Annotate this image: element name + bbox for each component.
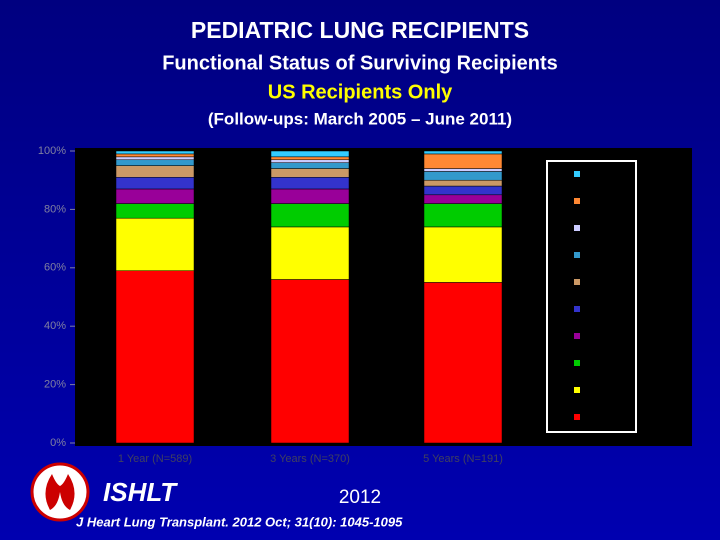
- bar-segment: [115, 217, 195, 271]
- bar-segment: [270, 203, 350, 228]
- logo-text: ISHLT: [103, 477, 178, 507]
- bar-segment: [270, 188, 350, 204]
- bar-segment: [270, 162, 350, 169]
- year: 2012: [339, 487, 381, 508]
- bar-segment: [423, 171, 503, 181]
- x-tick-label: 1 Year (N=589): [118, 453, 192, 465]
- bar-segment: [115, 153, 195, 158]
- citation: J Heart Lung Transplant. 2012 Oct; 31(10…: [76, 514, 403, 529]
- bar-segment: [115, 159, 195, 166]
- y-tick-label: 20%: [44, 379, 66, 391]
- legend-swatch: [574, 414, 580, 420]
- legend-swatch: [574, 279, 580, 285]
- bar-segment: [115, 165, 195, 178]
- bar-segment: [423, 150, 503, 155]
- legend-box: [546, 160, 637, 433]
- bar-segment: [270, 159, 350, 163]
- bar-segment: [423, 226, 503, 283]
- y-tick-label: 40%: [44, 320, 66, 332]
- y-tick-label: 60%: [44, 262, 66, 274]
- y-tick-label: 0%: [50, 437, 66, 449]
- chart-title: PEDIATRIC LUNG RECIPIENTS: [191, 17, 529, 43]
- legend-swatch: [574, 171, 580, 177]
- x-tick-label: 5 Years (N=191): [423, 453, 503, 465]
- bar-segment: [270, 156, 350, 161]
- bar-segment: [270, 177, 350, 190]
- logo: [30, 462, 90, 522]
- x-tick-label: 3 Years (N=370): [270, 453, 350, 465]
- bar-segment: [270, 150, 350, 158]
- bar-segment: [423, 194, 503, 204]
- y-tick-label: 80%: [44, 203, 66, 215]
- bar-segment: [423, 179, 503, 187]
- bar-segment: [115, 150, 195, 155]
- bar-segment: [115, 156, 195, 161]
- bar-segment: [270, 279, 350, 444]
- subtitle: Functional Status of Surviving Recipient…: [162, 52, 558, 74]
- bar-segment: [270, 168, 350, 178]
- logo-lungs: [45, 474, 75, 510]
- bar-segment: [115, 188, 195, 204]
- legend-swatch: [574, 306, 580, 312]
- legend-swatch: [574, 333, 580, 339]
- bar-segment: [423, 185, 503, 196]
- legend-swatch: [574, 225, 580, 231]
- legend-swatch: [574, 387, 580, 393]
- legend-swatch: [574, 360, 580, 366]
- legend-swatch: [574, 252, 580, 258]
- bar-segment: [115, 177, 195, 190]
- bar-segment: [423, 203, 503, 228]
- bar-segment: [423, 153, 503, 169]
- bar-segment: [115, 270, 195, 444]
- legend-swatch: [574, 198, 580, 204]
- bar-segment: [115, 203, 195, 219]
- bar-segment: [423, 282, 503, 444]
- y-tick-label: 100%: [38, 145, 66, 157]
- bar-segment: [423, 168, 503, 172]
- note: (Follow-ups: March 2005 – June 2011): [208, 109, 512, 128]
- subtitle: US Recipients Only: [268, 81, 453, 103]
- bar-segment: [270, 226, 350, 280]
